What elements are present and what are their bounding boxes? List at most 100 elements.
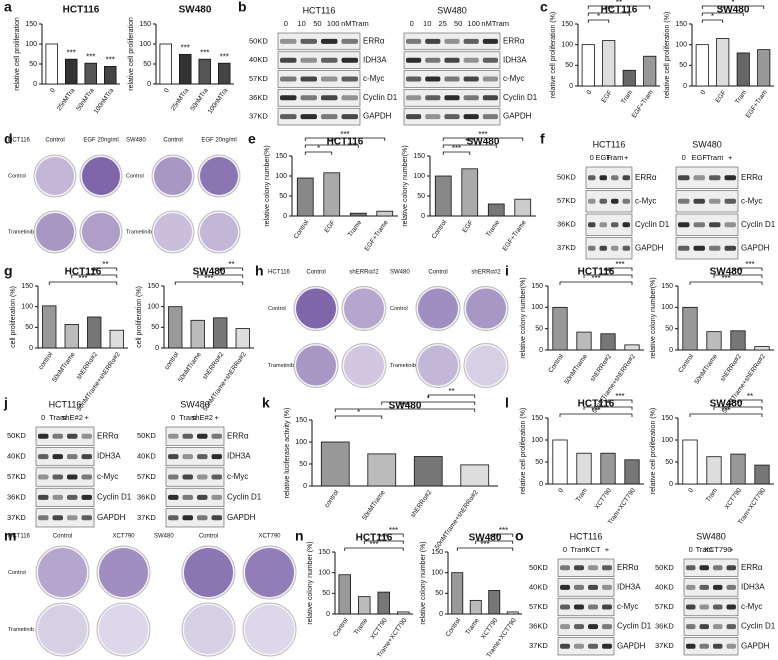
protein: ERRα [227,431,249,440]
chart-title: HCT116 [578,399,615,410]
significance: *** [389,526,398,535]
column-label: XCT790 [112,534,135,540]
dish [151,210,195,254]
y-tick-label: 100 [561,42,573,49]
blot-band [622,175,630,181]
bar [487,203,505,217]
significance-bracket [583,274,633,278]
colonies [245,548,294,597]
condition: XCT [586,545,601,554]
row-label: Control [8,570,26,576]
chart-title: SW480 [467,137,500,148]
bar [552,439,568,485]
significance-bracket [583,406,633,410]
protein: ERRα [363,37,385,46]
y-tick-label: 100 [661,437,673,444]
x-tick-label: Control [431,219,449,241]
y-tick-label: 150 [147,283,159,290]
condition: 0 [689,545,693,554]
y-axis-label: relative colony number (%) [307,541,314,624]
chart-title: SW480 [710,267,743,278]
mw-size: 50KD [249,36,268,45]
x-tick-label: Tram [705,487,719,503]
cell-line: HCT116 [593,139,626,149]
cell-line: SW480 [154,534,174,540]
column-label: shERRα#2 [471,270,501,276]
bar [451,572,464,615]
mw-size: 57KD [655,602,674,611]
blot-band [341,38,358,44]
colonies [200,157,238,195]
blot-band [425,38,441,44]
y-tick-label: 150 [318,549,330,556]
protein: ERRα [617,563,639,572]
panel-letter: f [540,131,545,147]
colonies [418,288,458,329]
colonies [184,605,233,654]
x-tick-label: XCT790 [724,487,744,511]
y-tick-label: 100 [413,173,425,180]
blot-strip [165,447,225,467]
significance: ** [605,399,611,408]
x-tick-label: XCT790 [480,617,500,641]
chart-title: SW480 [469,533,502,544]
blot-strip [675,190,739,213]
y-axis-label: relative cell proliferation [14,17,21,91]
x-tick-label: 50nMTra [189,87,210,112]
blot-band [67,474,78,480]
blot-strip [585,237,633,260]
mw-size: 36KD [557,220,576,229]
significance-bracket [48,281,118,285]
dish [341,343,387,388]
condition: + [605,545,610,554]
blot-band [699,624,709,630]
y-tick-label: 150 [25,21,37,28]
significance-bracket [174,281,244,285]
x-tick-label: EGF+Trame [502,219,528,253]
blot-band [709,222,721,228]
significance-bracket [383,533,404,537]
x-tick-label: 50nMTrame [563,353,589,386]
blot-band [726,565,736,571]
blot-band [726,584,736,590]
significance: *** [369,540,378,549]
blot-strip [35,467,95,487]
blot-band [482,95,498,101]
significance: ** [91,267,97,276]
y-axis-label: relative cell proliferation [128,17,135,91]
significance-bracket [713,274,763,278]
bar [600,333,616,351]
blot-strip [557,558,615,577]
protein: Cyclin D1 [635,220,670,229]
condition-unit: nMTram [341,19,369,28]
column-label: Control [306,270,325,276]
panel-letter: a [4,0,12,15]
y-tick-label: 50 [417,193,425,200]
colonies [154,157,192,195]
condition: Tram [570,545,587,554]
blot-band [602,565,612,571]
blot-band [425,114,441,120]
blot-band [463,76,479,82]
blot-band [300,76,317,82]
blot-band [444,114,460,120]
significance: *** [615,260,624,269]
bar [602,40,616,87]
panel-letter: c [540,0,548,15]
blot-strip [277,107,361,126]
significance-bracket [587,5,651,9]
protein: c-Myc [617,602,638,611]
blot-band [713,604,723,610]
blot-band [67,433,78,439]
blot-strip [557,637,615,656]
blot-strip [35,426,95,446]
blot-band [52,474,63,480]
bar [338,574,351,615]
blot-strip [277,51,361,69]
x-tick-label: 0 [585,89,593,96]
blot-band [560,604,570,610]
significance: *** [452,144,461,153]
protein: GAPDH [227,513,256,522]
bar [622,69,636,87]
